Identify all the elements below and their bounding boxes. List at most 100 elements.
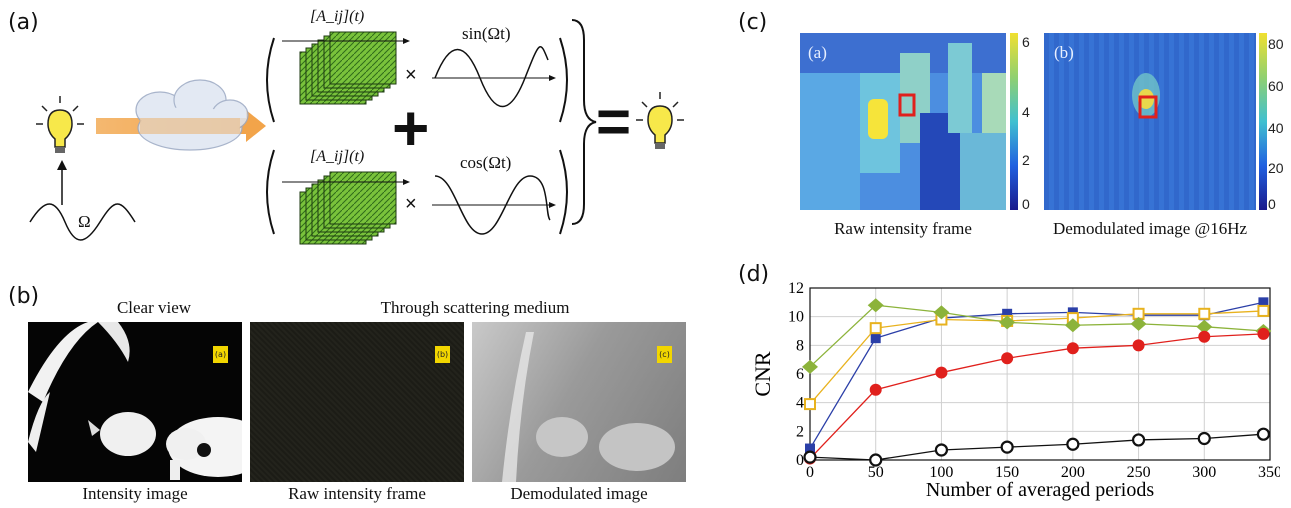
colorbar-raw-tick-2: 2: [1022, 152, 1030, 168]
x-tick-label: 0: [806, 464, 814, 481]
caption-demodulated-image: Demodulated image: [510, 484, 648, 503]
series-1-point: [1257, 304, 1270, 317]
series-3-point: [935, 366, 948, 379]
colorbar-demod-tick-80: 80: [1268, 36, 1284, 52]
y-tick-label: 8: [796, 337, 804, 354]
cos-wave: [434, 175, 551, 235]
sin-wave: [434, 46, 549, 108]
series-2-point: [933, 305, 950, 320]
x-axis-label: Number of averaged periods: [926, 479, 1154, 501]
intensity-image: (a): [28, 322, 242, 482]
series-4-point: [1000, 440, 1014, 454]
series-line-1: [809, 310, 1264, 405]
heatmap-demod-tag: (b): [1054, 43, 1074, 62]
omega-label: Ω: [78, 212, 91, 231]
cnr-chart: 0 50 100 150 200 250 300 350 0 2 4 6 8 10 12 Number of …: [750, 280, 1280, 501]
series-1-point: [869, 322, 882, 335]
header-through-medium: Through scattering medium: [380, 298, 570, 317]
badge-c: (c): [657, 346, 672, 363]
series-0-point: [1258, 297, 1269, 308]
colorbar-raw-tick-0: 0: [1022, 196, 1030, 212]
plot-frame: [809, 287, 1271, 461]
cos-label: cos(Ωt): [460, 153, 512, 172]
bulb-icon-left: [36, 96, 84, 153]
series-4-point: [934, 443, 949, 457]
raw-intensity-frame-photo: (b): [250, 322, 464, 482]
times-sign-bottom: ×: [405, 193, 417, 215]
x-tick-label: 300: [1192, 464, 1216, 481]
series-0-point: [805, 443, 815, 454]
colorbar-demod-tick-0: 0: [1268, 196, 1276, 212]
matrix-label-top: [A_ij](t): [310, 8, 365, 25]
series-2-point: [1130, 316, 1147, 331]
series-2-point: [802, 359, 818, 374]
series-2-point: [999, 315, 1016, 330]
matrix-stack-bottom: [282, 171, 410, 245]
series-4-point: [1256, 427, 1271, 441]
panel-b-label: (b): [8, 284, 40, 309]
header-clear-view: Clear view: [116, 298, 192, 317]
series-line-2: [809, 304, 1264, 368]
series-2-point: [1196, 319, 1213, 334]
colorbar-demod: [1259, 33, 1267, 210]
series-line-0: [809, 301, 1264, 449]
caption-intensity-image: Intensity image: [82, 484, 188, 503]
x-tick-label: 200: [1061, 464, 1085, 481]
x-tick-label: 150: [995, 464, 1019, 481]
series-3-point: [1066, 342, 1079, 355]
badge-a: (a): [213, 346, 228, 363]
badge-b: (b): [435, 346, 450, 363]
bulb-icon-right: [636, 92, 684, 149]
matrix-label-bottom: [A_ij](t): [310, 148, 365, 165]
series-2-point: [1064, 318, 1081, 333]
matrix-stack-top: [282, 31, 410, 105]
y-tick-label: 4: [796, 395, 804, 412]
y-tick-label: 12: [788, 280, 804, 297]
y-axis-label: CNR: [750, 351, 775, 397]
series-4-point: [1131, 433, 1146, 447]
series-4-point: [1066, 437, 1080, 451]
series-3-point: [1198, 330, 1211, 343]
demodulated-image-photo: (c): [472, 322, 686, 482]
x-tick-label: 50: [868, 464, 884, 481]
series-1-point: [1198, 307, 1211, 320]
x-tick-label: 350: [1258, 464, 1280, 481]
series-line-4: [809, 433, 1264, 461]
series-4-point: [1197, 431, 1211, 446]
plus-sign: +: [392, 92, 430, 164]
colorbar-raw-tick-4: 4: [1022, 104, 1030, 120]
equals-sign: =: [596, 88, 632, 155]
y-tick-label: 0: [796, 452, 804, 469]
sin-label: sin(Ωt): [462, 24, 511, 43]
panel-a-label: (a): [8, 10, 39, 35]
series-line-3: [809, 333, 1264, 460]
series-0-point: [1002, 308, 1013, 319]
series-4-point: [803, 450, 817, 464]
series-3-point: [1001, 352, 1014, 365]
caption-raw-intensity-frame: Raw intensity frame: [288, 484, 426, 503]
colorbar-demod-tick-60: 60: [1268, 78, 1284, 94]
panel-c-label: (c): [738, 10, 768, 35]
x-tick-label: 250: [1127, 464, 1151, 481]
times-sign-top: ×: [405, 64, 417, 86]
colorbar-demod-tick-20: 20: [1268, 160, 1284, 176]
heatmap-raw: (a): [800, 33, 1006, 210]
series-0-point: [870, 333, 881, 344]
series-4-point: [869, 453, 883, 467]
colorbar-raw-tick-6: 6: [1022, 34, 1030, 50]
caption-heatmap-demod: Demodulated image @16Hz: [1052, 219, 1248, 238]
series-3-point: [1132, 339, 1145, 352]
panel-a-diagram: [29, 19, 684, 245]
series-2-point: [867, 298, 884, 313]
heatmap-demodulated: (b): [1044, 33, 1256, 210]
heatmap-raw-tag: (a): [808, 43, 827, 62]
series-1-point: [804, 398, 816, 411]
cloud-icon: [135, 79, 249, 151]
x-tick-label: 100: [929, 464, 953, 481]
series-3-point: [1257, 327, 1270, 340]
series-3-point: [869, 383, 882, 396]
omega-wave: [29, 203, 136, 241]
colorbar-demod-tick-40: 40: [1268, 120, 1284, 136]
caption-heatmap-raw: Raw intensity frame: [834, 219, 972, 238]
y-tick-label: 10: [788, 309, 804, 326]
